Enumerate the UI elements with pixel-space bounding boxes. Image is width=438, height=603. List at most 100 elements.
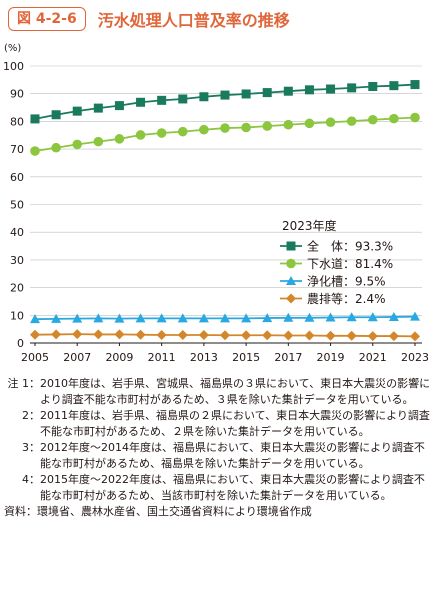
x-tick-label: 2019 xyxy=(317,351,345,364)
data-point-series-4 xyxy=(198,329,209,340)
legend-marker xyxy=(286,241,296,251)
x-tick-label: 2013 xyxy=(190,351,218,364)
data-point-series-2 xyxy=(177,126,188,137)
legend-marker xyxy=(286,258,296,269)
y-tick-label: 30 xyxy=(10,254,24,267)
data-point-series-3 xyxy=(388,311,399,321)
data-point-series-1 xyxy=(136,97,146,107)
data-point-series-3 xyxy=(198,313,209,323)
y-tick-label: 100 xyxy=(3,60,24,73)
data-point-series-4 xyxy=(177,329,188,340)
source-line: 資料： 環境省、農林水産省、国土交通省資料により環境省作成 xyxy=(4,504,434,520)
data-point-series-4 xyxy=(51,329,62,340)
data-point-series-2 xyxy=(72,139,83,150)
data-point-series-3 xyxy=(114,313,125,323)
data-point-series-2 xyxy=(262,121,273,131)
data-point-series-2 xyxy=(220,123,230,133)
data-point-series-1 xyxy=(283,86,293,96)
y-tick-label: 0 xyxy=(17,337,24,350)
data-point-series-3 xyxy=(135,313,146,323)
x-tick-label: 2007 xyxy=(63,351,91,364)
data-point-series-1 xyxy=(347,83,357,93)
data-point-series-3 xyxy=(51,313,62,323)
data-point-series-3 xyxy=(283,312,294,322)
data-point-series-4 xyxy=(367,331,378,342)
y-tick-label: 90 xyxy=(10,88,24,101)
data-point-series-2 xyxy=(135,130,146,140)
data-point-series-2 xyxy=(389,113,399,124)
legend-label: 農排等：2.4% xyxy=(307,292,386,306)
data-point-series-4 xyxy=(241,330,252,341)
data-point-series-1 xyxy=(30,114,40,124)
data-point-series-3 xyxy=(241,313,252,323)
data-point-series-1 xyxy=(178,94,188,104)
y-tick-label: 80 xyxy=(10,115,24,128)
data-point-series-1 xyxy=(93,103,103,113)
y-tick-label: 50 xyxy=(10,199,24,212)
series-line-2 xyxy=(34,116,416,152)
data-point-series-4 xyxy=(346,330,357,341)
series-line-1 xyxy=(34,83,416,120)
x-tick-label: 2017 xyxy=(274,351,302,364)
data-point-series-3 xyxy=(30,314,40,324)
note-text: 2011年度は、岩手県、福島県の２県において、東日本大震災の影響により調査不能な… xyxy=(40,409,430,438)
note-number: 3： xyxy=(22,441,40,454)
note-4: 4： 2015年度～2022年度は、福島県において、東日本大震災の影響により調査不… xyxy=(4,472,434,504)
data-point-series-3 xyxy=(346,312,357,322)
x-tick-label: 2011 xyxy=(148,351,176,364)
data-point-series-1 xyxy=(157,95,167,105)
x-tick-label: 2023 xyxy=(401,351,429,364)
figure-number-badge: 図 4-2-6 xyxy=(8,7,86,31)
x-tick-label: 2015 xyxy=(232,351,260,364)
legend-marker xyxy=(286,293,296,304)
data-point-series-4 xyxy=(114,329,125,340)
data-point-series-1 xyxy=(199,92,209,102)
data-point-series-4 xyxy=(325,330,336,341)
y-tick-label: 20 xyxy=(10,282,24,295)
y-tick-label: 10 xyxy=(10,309,24,322)
data-point-series-1 xyxy=(389,81,399,91)
data-point-series-4 xyxy=(220,330,230,341)
data-point-series-4 xyxy=(72,329,83,340)
data-point-series-2 xyxy=(30,146,40,156)
data-point-series-3 xyxy=(325,312,336,322)
data-point-series-2 xyxy=(156,128,167,138)
data-point-series-4 xyxy=(283,330,294,341)
figure-title: 汚水処理人口普及率の推移 xyxy=(97,11,290,30)
note-3: 3： 2012年度～2014年度は、福島県において、東日本大震災の影響により調査不… xyxy=(4,440,434,472)
data-point-series-3 xyxy=(304,312,315,322)
data-point-series-2 xyxy=(283,119,294,130)
data-point-series-4 xyxy=(93,329,104,340)
note-number: 注 1： xyxy=(7,377,41,390)
data-point-series-4 xyxy=(135,329,146,340)
data-point-series-4 xyxy=(156,329,167,340)
data-point-series-2 xyxy=(410,112,420,123)
data-point-series-1 xyxy=(262,88,272,98)
data-point-series-1 xyxy=(410,80,420,90)
note-1: 注 1： 2010年度は、岩手県、宮城県、福島県の３県において、東日本大震災の影響… xyxy=(4,376,434,408)
data-point-series-1 xyxy=(51,110,61,120)
data-point-series-3 xyxy=(72,313,83,323)
notes-section: 注 1： 2010年度は、岩手県、宮城県、福島県の３県において、東日本大震災の影響… xyxy=(4,376,434,520)
data-point-series-1 xyxy=(326,84,336,94)
y-tick-label: 60 xyxy=(10,171,24,184)
y-axis-unit-label: (%) xyxy=(4,43,21,54)
x-tick-label: 2021 xyxy=(359,351,387,364)
x-tick-label: 2009 xyxy=(105,351,133,364)
note-2: 2： 2011年度は、岩手県、福島県の２県において、東日本大震災の影響により調査不… xyxy=(4,408,434,440)
note-text: 2010年度は、岩手県、宮城県、福島県の３県において、東日本大震災の影響により調… xyxy=(40,377,431,406)
y-tick-label: 70 xyxy=(10,143,24,156)
data-point-series-1 xyxy=(114,101,124,111)
data-point-series-2 xyxy=(199,124,209,135)
legend-marker xyxy=(286,276,296,285)
data-point-series-1 xyxy=(72,106,82,116)
data-point-series-2 xyxy=(93,136,104,147)
data-point-series-2 xyxy=(367,114,378,125)
legend-label: 下水道：81.4% xyxy=(307,257,393,271)
data-point-series-3 xyxy=(220,313,230,323)
data-point-series-4 xyxy=(388,331,399,342)
data-point-series-3 xyxy=(177,313,188,323)
note-number: 4： xyxy=(22,473,40,486)
legend-label: 全 体：93.3% xyxy=(307,239,393,254)
data-point-series-4 xyxy=(304,330,315,341)
